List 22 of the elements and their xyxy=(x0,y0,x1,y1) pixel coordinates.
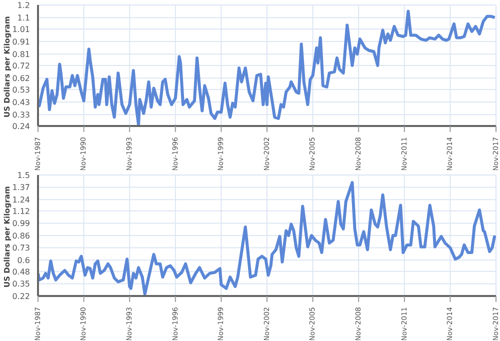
y-tick-label: 0.43 xyxy=(12,98,30,107)
y-tick-label: 0.33 xyxy=(12,110,30,120)
y-tick-label: 1.12 xyxy=(12,206,30,216)
y-tick-label: 0.91 xyxy=(12,37,30,46)
y-tick-label: 0.35 xyxy=(12,280,30,289)
y-tick-label: 0.62 xyxy=(12,74,30,83)
y-tick-label: 0.53 xyxy=(12,85,30,94)
y-tick-label: 1.1 xyxy=(17,13,30,22)
y-tick-label: 0.24 xyxy=(12,122,30,131)
y-tick-label: 0.6 xyxy=(17,256,30,265)
y-tick-label: 0.72 xyxy=(12,61,30,70)
y-tick-label: 0.73 xyxy=(12,244,30,253)
y-tick-label: 1.01 xyxy=(12,24,30,34)
y-tick-label: 0.81 xyxy=(12,50,30,59)
y-tick-label: 0.86 xyxy=(12,231,30,240)
y-tick-label: 0.48 xyxy=(12,267,30,276)
y-tick-label: 0.99 xyxy=(12,219,30,228)
y-tick-label: 1.24 xyxy=(12,195,30,204)
y-tick-label: 1.5 xyxy=(17,170,30,180)
y-tick-label: 1.37 xyxy=(12,183,30,192)
y-tick-label: 1.2 xyxy=(17,0,30,10)
y-tick-label: 0.22 xyxy=(12,292,30,301)
